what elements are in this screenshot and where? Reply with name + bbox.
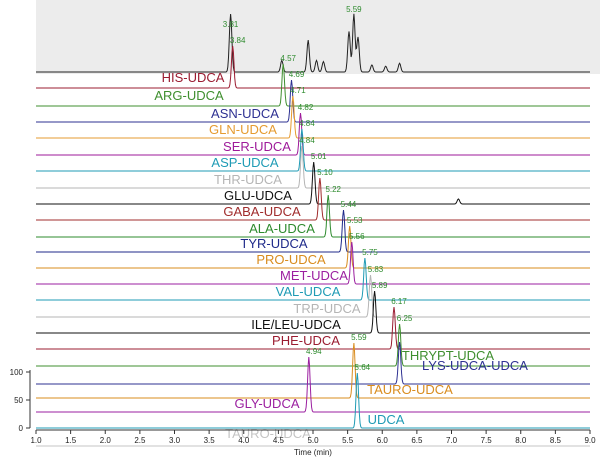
x-tick-label-16: 9.0 xyxy=(584,436,596,445)
series-rt-label-20: 4.94 xyxy=(306,347,322,356)
series-trace-20 xyxy=(36,356,590,413)
tic-trace-group: 3.81 5.59 xyxy=(36,5,590,73)
series-rt-label-9: 5.22 xyxy=(325,185,341,194)
series-rt-label-0: 3.84 xyxy=(230,36,246,45)
x-tick-label-7: 4.5 xyxy=(273,436,285,445)
series-rt-label-17: 6.25 xyxy=(397,314,413,323)
series-rt-label-7: 5.01 xyxy=(311,152,327,161)
series-trace-4 xyxy=(36,112,590,156)
series-name-label-7: GLU-UDCA xyxy=(224,188,292,203)
series-rt-label-21: 5.64 xyxy=(355,363,371,372)
series-name-label-3: GLN-UDCA xyxy=(209,122,277,137)
x-tick-label-11: 6.5 xyxy=(411,436,423,445)
series-rt-label-14: 5.83 xyxy=(368,265,384,274)
axes: Time (min) 1.0 1.5 2.0 2.5 3.0 3.5 4.0 4.5 5.0 5.… xyxy=(10,368,596,457)
y-tick-label-2: 0 xyxy=(19,424,24,433)
x-tick-label-6: 4.0 xyxy=(238,436,250,445)
x-tick-label-2: 2.0 xyxy=(100,436,112,445)
series-trace-21 xyxy=(36,372,590,429)
series-trace-10 xyxy=(36,209,590,253)
series-name-label-16: PHE-UDCA xyxy=(272,333,340,348)
series-name-label-6: THR-UDCA xyxy=(214,172,282,187)
series-labels: 3.84 HIS-UDCA 4.57 ARG-UDCA 4.69 ASN-UDCA 4.71… xyxy=(154,36,528,441)
series-trace-13 xyxy=(36,257,590,301)
x-tick-label-10: 6.0 xyxy=(377,436,389,445)
series-trace-6 xyxy=(36,145,590,189)
series-rt-label-11: 5.53 xyxy=(347,216,363,225)
series-name-label-10: TYR-UDCA xyxy=(240,236,307,251)
series-name-label-19: TAURO-UDCA xyxy=(367,382,453,397)
series-rt-label-3: 4.71 xyxy=(290,86,306,95)
series-name-label-18: LYS-UDCA-UDCA xyxy=(422,358,528,373)
series-trace-15 xyxy=(36,290,590,334)
series-name-label-8: GABA-UDCA xyxy=(223,204,301,219)
series-name-label-4: SER-UDCA xyxy=(223,139,291,154)
x-tick-label-9: 5.5 xyxy=(342,436,354,445)
series-name-label-15: ILE/LEU-UDCA xyxy=(251,317,341,332)
series-rt-label-13: 5.75 xyxy=(362,248,378,257)
series-name-label-0: HIS-UDCA xyxy=(162,70,225,85)
x-tick-label-0: 1.0 xyxy=(30,436,42,445)
series-trace-8 xyxy=(36,177,590,221)
series-name-label-17: THRYPT-UDCA xyxy=(402,348,495,363)
x-tick-label-3: 2.5 xyxy=(134,436,146,445)
series-rt-label-16: 6.17 xyxy=(391,297,407,306)
series-trace-16 xyxy=(36,306,590,350)
series-name-label-21: UDCA xyxy=(368,412,405,427)
series-trace-3 xyxy=(36,95,590,139)
tic-background xyxy=(36,0,600,74)
series-rt-label-1: 4.57 xyxy=(280,54,296,63)
x-tick-label-13: 7.5 xyxy=(481,436,493,445)
series-name-label-12: MET-UDCA xyxy=(280,268,348,283)
series-rt-label-8: 5.10 xyxy=(317,168,333,177)
series-name-label-13: VAL-UDCA xyxy=(276,284,341,299)
x-tick-label-15: 8.5 xyxy=(550,436,562,445)
tic-trace xyxy=(36,13,590,73)
series-trace-0 xyxy=(36,45,590,89)
x-tick-label-12: 7.0 xyxy=(446,436,458,445)
series-name-label-2: ASN-UDCA xyxy=(211,106,279,121)
series-name-label-5: ASP-UDCA xyxy=(211,155,279,170)
x-tick-label-1: 1.5 xyxy=(65,436,77,445)
series-trace-18 xyxy=(36,341,590,385)
series-rt-label-12: 5.56 xyxy=(349,232,365,241)
series-trace-11 xyxy=(36,225,590,269)
series-rt-label-15: 5.89 xyxy=(372,281,388,290)
tic-rt-label-2: 5.59 xyxy=(346,5,362,14)
x-tick-label-4: 3.0 xyxy=(169,436,181,445)
series-trace-17 xyxy=(36,323,590,367)
series-rt-label-5: 4.84 xyxy=(299,119,315,128)
series-trace-14 xyxy=(36,274,590,318)
series-trace-12 xyxy=(36,241,590,285)
series-name-label-9: ALA-UDCA xyxy=(249,221,315,236)
x-axis-title: Time (min) xyxy=(294,448,332,457)
series-rt-label-10: 5.44 xyxy=(341,200,357,209)
series-name-label-1: ARG-UDCA xyxy=(154,88,224,103)
tic-rt-label-1: 3.81 xyxy=(223,20,239,29)
series-rt-label-2: 4.69 xyxy=(289,70,305,79)
x-tick-label-8: 5.0 xyxy=(307,436,319,445)
x-tick-label-5: 3.5 xyxy=(204,436,216,445)
y-tick-label-0: 100 xyxy=(10,368,24,377)
series-name-label-20: GLY-UDCA xyxy=(234,396,299,411)
series-traces xyxy=(36,45,590,447)
series-name-label-14: TRP-UDCA xyxy=(293,301,360,316)
series-rt-label-6: 4.84 xyxy=(299,136,315,145)
series-trace-19 xyxy=(36,342,590,399)
series-rt-label-19: 5.59 xyxy=(351,333,367,342)
series-trace-1 xyxy=(36,63,590,107)
series-trace-7 xyxy=(36,161,590,205)
y-tick-label-1: 50 xyxy=(14,396,23,405)
series-trace-9 xyxy=(36,194,590,238)
series-name-label-11: PRO-UDCA xyxy=(256,252,326,267)
series-trace-2 xyxy=(36,79,590,123)
x-tick-label-14: 8.0 xyxy=(515,436,527,445)
series-rt-label-4: 4.82 xyxy=(298,103,314,112)
